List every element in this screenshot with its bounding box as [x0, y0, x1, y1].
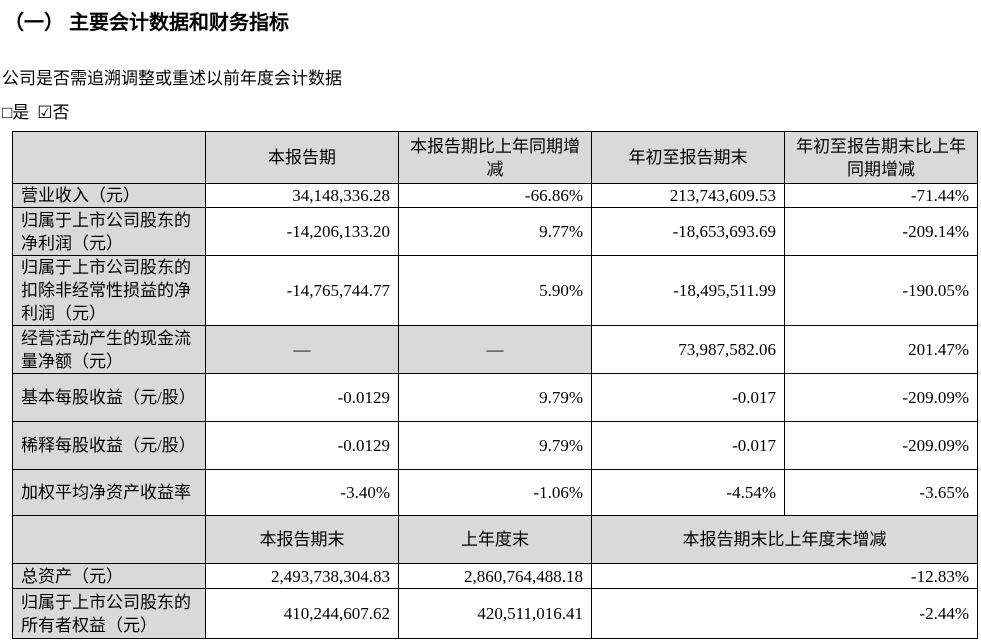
cell: 营业收入（元）: [12, 183, 206, 208]
option: □是: [2, 103, 30, 122]
cell: 9.79%: [398, 421, 592, 470]
cell: [12, 131, 206, 184]
cell: -209.09%: [784, 421, 978, 470]
cell: [12, 515, 206, 564]
table-row: 归属于上市公司股东的净利润（元） -14,206,133.20 9.77% -18,6…: [12, 207, 978, 256]
cell: -2.44%: [591, 588, 978, 639]
cell: 加权平均净资产收益率: [12, 469, 206, 516]
cell: -66.86%: [398, 183, 592, 208]
cell: 本报告期末比上年度末增减: [591, 515, 978, 564]
cell: —: [398, 325, 592, 374]
cell: 上年度末: [398, 515, 592, 564]
cell: 9.77%: [398, 207, 592, 256]
cell: 213,743,609.53: [591, 183, 785, 208]
cell: -18,653,693.69: [591, 207, 785, 256]
cell: 420,511,016.41: [398, 588, 592, 639]
table-row: 本报告期末 上年度末 本报告期末比上年度末增减: [12, 515, 978, 564]
table-row: 本报告期 本报告期比上年同期增减 年初至报告期末 年初至报告期末比上年同期增减: [12, 131, 978, 184]
cell: 2,493,738,304.83: [205, 563, 399, 589]
cell: 本报告期: [205, 131, 399, 184]
cell: -12.83%: [591, 563, 978, 589]
financial-table: 本报告期 本报告期比上年同期增减 年初至报告期末 年初至报告期末比上年同期增减 营业收入…: [12, 131, 978, 639]
table-row: 经营活动产生的现金流量净额（元） — —73,987,582.06 201.47%: [12, 325, 978, 374]
cell: 2,860,764,488.18: [398, 563, 592, 589]
cell: 年初至报告期末: [591, 131, 785, 184]
cell: 410,244,607.62: [205, 588, 399, 639]
cell: -190.05%: [784, 255, 978, 326]
table-row: 归属于上市公司股东的所有者权益（元） 410,244,607.62 420,511,…: [12, 588, 978, 639]
table-row: 营业收入（元） 34,148,336.28 -66.86% 213,743,609.5…: [12, 183, 978, 208]
cell: -4.54%: [591, 469, 785, 516]
cell: -209.09%: [784, 373, 978, 422]
cell: —: [205, 325, 399, 374]
cell: -0.0129: [205, 421, 399, 470]
cell: -14,765,744.77: [205, 255, 399, 326]
cell: 归属于上市公司股东的净利润（元）: [12, 207, 206, 256]
cell: -1.06%: [398, 469, 592, 516]
cell: -3.40%: [205, 469, 399, 516]
option: ☑否: [37, 103, 70, 122]
cell: 归属于上市公司股东的所有者权益（元）: [12, 588, 206, 639]
table-row: 基本每股收益（元/股） -0.0129 9.79% -0.017 -209.09%: [12, 373, 978, 422]
table-row: 总资产（元） 2,493,738,304.83 2,860,764,488.18 -1…: [12, 563, 978, 589]
cell: -71.44%: [784, 183, 978, 208]
question: 公司是否需追溯调整或重述以前年度会计数据: [2, 69, 342, 88]
cell: 201.47%: [784, 325, 978, 374]
cell: 经营活动产生的现金流量净额（元）: [12, 325, 206, 374]
table-row: 加权平均净资产收益率 -3.40% -1.06% -4.54% -3.65%: [12, 469, 978, 516]
cell: -14,206,133.20: [205, 207, 399, 256]
cell: -0.017: [591, 421, 785, 470]
cell: -0.017: [591, 373, 785, 422]
cell: 本报告期末: [205, 515, 399, 564]
heading: （一） 主要会计数据和财务指标: [4, 12, 289, 34]
cell: -18,495,511.99: [591, 255, 785, 326]
cell: 总资产（元）: [12, 563, 206, 589]
cell: -0.0129: [205, 373, 399, 422]
cell: 归属于上市公司股东的扣除非经常性损益的净利润（元）: [12, 255, 206, 326]
cell: 34,148,336.28: [205, 183, 399, 208]
cell: 本报告期比上年同期增减: [398, 131, 592, 184]
cell: 稀释每股收益（元/股）: [12, 421, 206, 470]
table-row: 归属于上市公司股东的扣除非经常性损益的净利润（元） -14,765,744.77 5…: [12, 255, 978, 326]
cell: -209.14%: [784, 207, 978, 256]
table-row: 稀释每股收益（元/股） -0.0129 9.79% -0.017 -209.09%: [12, 421, 978, 470]
cell: 5.90%: [398, 255, 592, 326]
cell: 9.79%: [398, 373, 592, 422]
cell: 年初至报告期末比上年同期增减: [784, 131, 978, 184]
cell: -3.65%: [784, 469, 978, 516]
options: □是 ☑否: [2, 98, 78, 123]
cell: 基本每股收益（元/股）: [12, 373, 206, 422]
cell: 73,987,582.06: [591, 325, 785, 374]
